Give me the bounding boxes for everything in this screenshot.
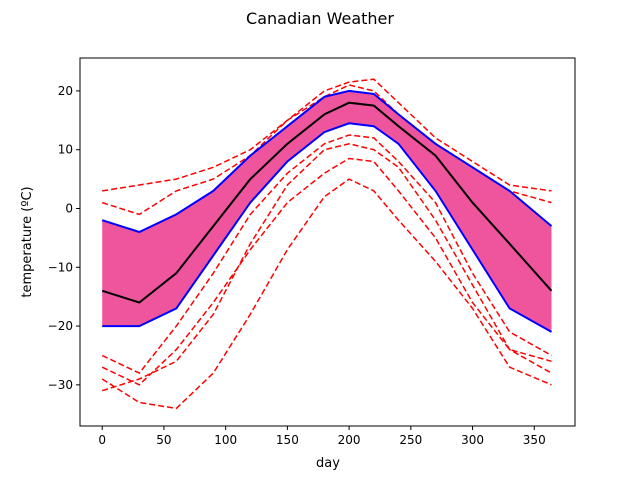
outlier-curve-4 (101, 157, 552, 386)
envelope-upper-line (101, 89, 553, 234)
outlier-curve-6 (101, 143, 552, 392)
central-region-band (102, 90, 552, 332)
x-tick-label: 350 (523, 433, 546, 447)
x-tick-label: 0 (98, 433, 106, 447)
x-tick-label: 250 (399, 433, 422, 447)
y-axis-label: temperature (ºC) (20, 186, 35, 297)
envelope-lower-line (102, 122, 552, 333)
outlier-curve-5 (101, 134, 552, 375)
chart-title: Canadian Weather (246, 9, 394, 28)
x-tick-label: 100 (214, 433, 237, 447)
y-tick-label: −20 (48, 319, 73, 333)
outlier-curve-3 (101, 178, 552, 410)
y-axis: −30 −20 −10 0 10 20 (48, 84, 80, 392)
outlier-curve-2 (101, 84, 552, 216)
y-tick-label: −10 (48, 260, 73, 274)
y-tick-label: −30 (48, 378, 73, 392)
axes-frame (79, 57, 576, 427)
y-tick-label: 10 (58, 143, 73, 157)
y-tick-label: 20 (58, 84, 73, 98)
x-axis: 0 50 100 150 200 250 300 350 (98, 426, 546, 447)
x-tick-label: 200 (338, 433, 361, 447)
plot-area (101, 78, 553, 410)
median-line (101, 101, 553, 304)
y-tick-label: 0 (65, 201, 73, 215)
x-tick-label: 50 (156, 433, 171, 447)
outlier-curve-1 (102, 78, 552, 192)
x-tick-label: 300 (461, 433, 484, 447)
x-axis-label: day (316, 456, 340, 471)
x-tick-label: 150 (276, 433, 299, 447)
